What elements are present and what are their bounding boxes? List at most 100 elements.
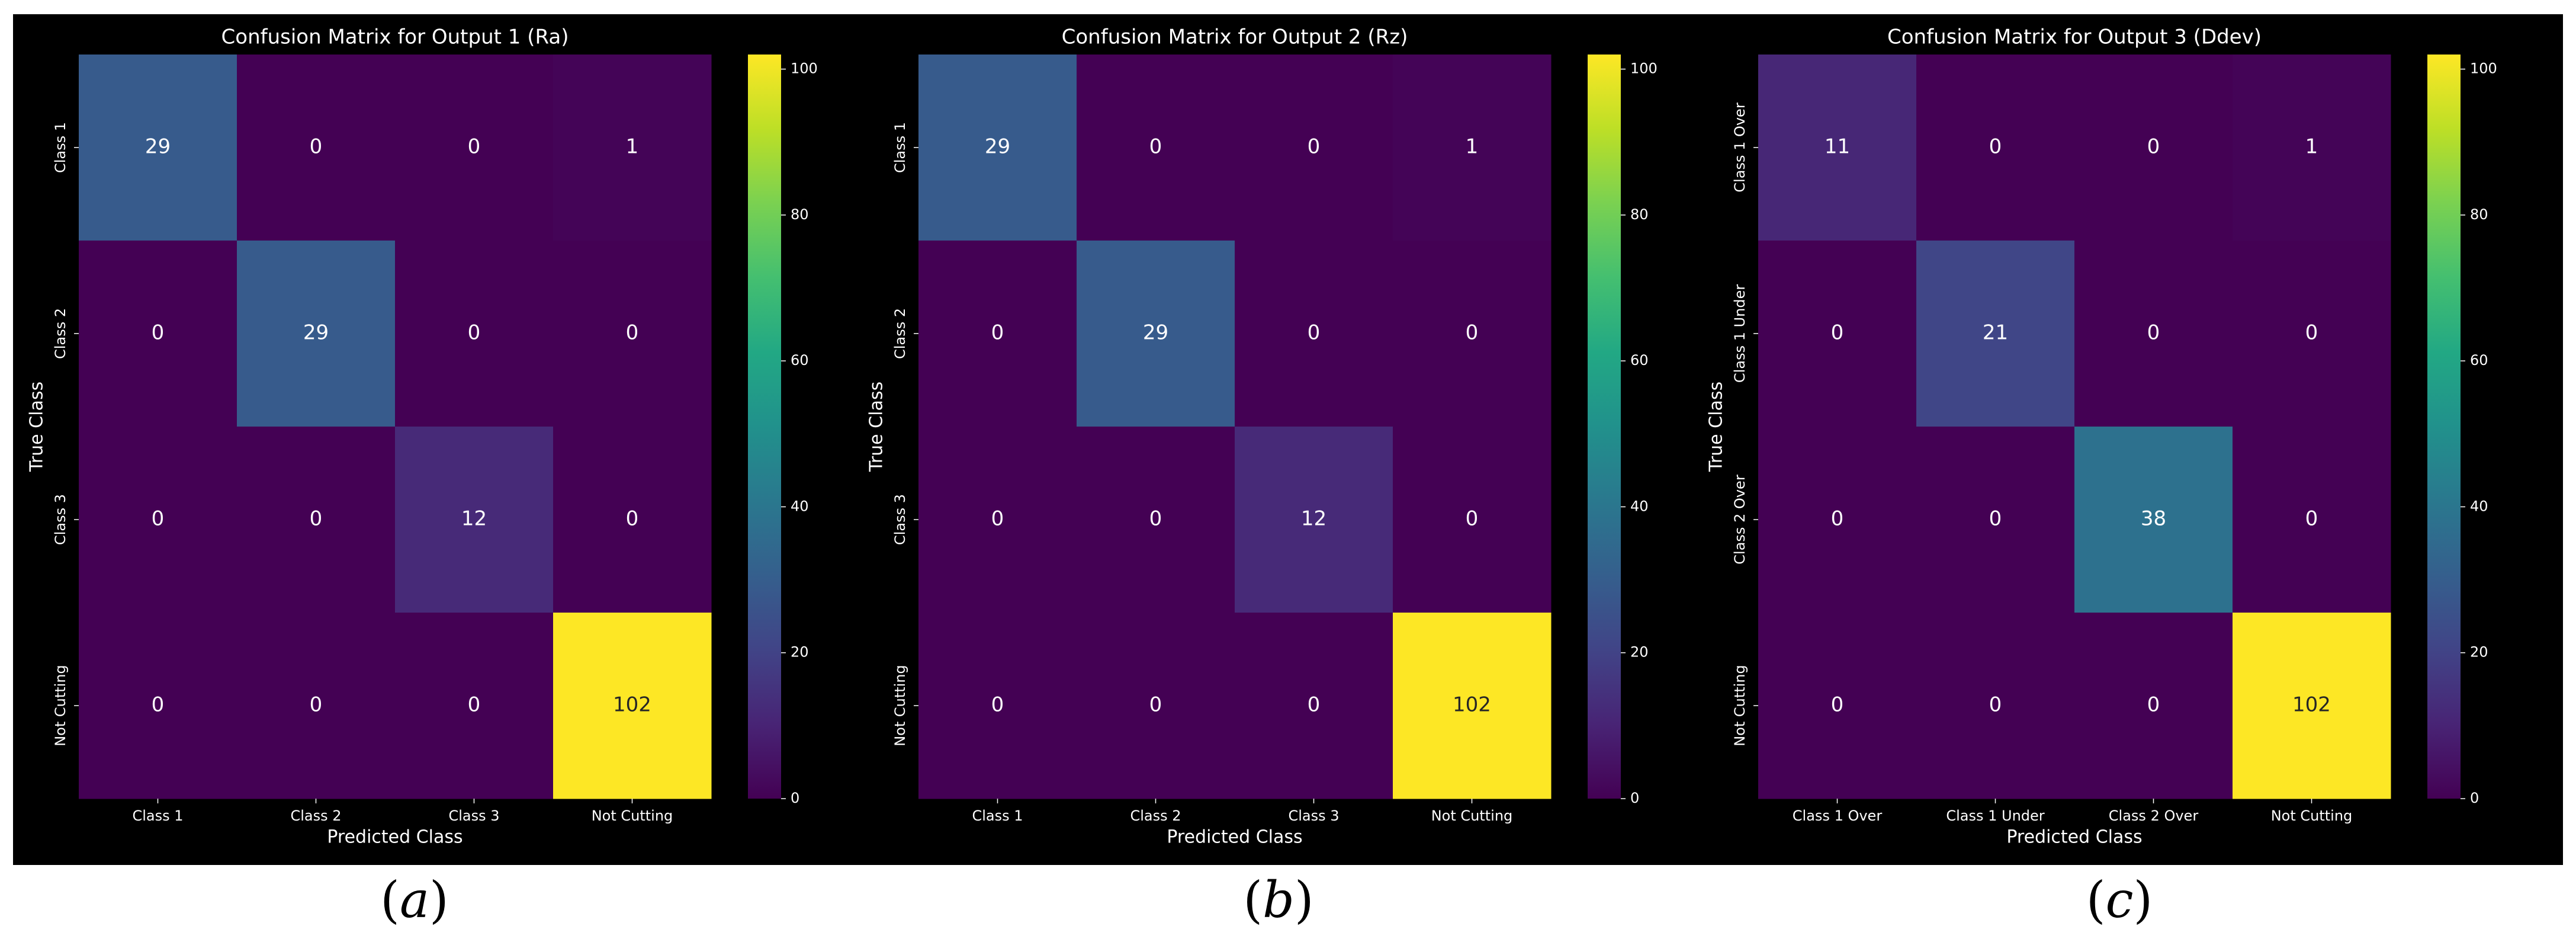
colorbar-tick-label: 60 [2470, 352, 2488, 369]
colorbar-tick-label: 40 [1630, 498, 1649, 514]
cell-value-label: 29 [1143, 321, 1168, 345]
cell-value-label: 0 [310, 693, 323, 717]
heatmap-cell [1077, 427, 1235, 613]
cell-value-label: 0 [2305, 321, 2318, 345]
cell-value-label: 29 [985, 135, 1010, 159]
heatmap-cell [1916, 55, 2075, 241]
heatmap-cell [2074, 427, 2233, 613]
heatmap-cell [395, 241, 554, 427]
heatmap-cell [918, 55, 1077, 241]
heatmap-cell [918, 613, 1077, 799]
heatmap-cell [79, 613, 237, 799]
y-tick-label: Class 1 [52, 122, 69, 173]
heatmap-cell [395, 427, 554, 613]
x-axis-label: Predicted Class [2006, 827, 2142, 848]
cell-value-label: 0 [991, 693, 1004, 717]
y-tick-label: Class 1 [892, 122, 908, 173]
colorbar [2427, 55, 2461, 799]
cell-value-label: 0 [2147, 135, 2160, 159]
caption-a-open: ( [380, 871, 400, 929]
cell-value-label: 12 [1301, 507, 1326, 531]
cell-value-label: 0 [1149, 693, 1162, 717]
heatmap-cell [79, 427, 237, 613]
chart-title: Confusion Matrix for Output 1 (Ra) [221, 25, 569, 49]
cell-value-label: 0 [1989, 507, 2002, 531]
x-axis-label: Predicted Class [327, 827, 462, 848]
heatmap-cell [553, 427, 712, 613]
heatmap-cell [1758, 613, 1917, 799]
cell-value-label: 0 [1308, 135, 1321, 159]
colorbar [1588, 55, 1621, 799]
colorbar-tick-label: 100 [791, 60, 818, 77]
heatmap-cell [1077, 241, 1235, 427]
heatmap-cell [1393, 55, 1552, 241]
y-tick-label: Not Cutting [892, 665, 908, 746]
colorbar-tick-label: 0 [1630, 790, 1639, 806]
cell-value-label: 11 [1825, 135, 1850, 159]
x-tick-label: Class 2 Over [2109, 808, 2199, 824]
colorbar-tick-label: 20 [791, 644, 809, 661]
heatmap-cell [237, 241, 396, 427]
heatmap-cell [2233, 241, 2391, 427]
cell-value-label: 0 [1308, 693, 1321, 717]
cell-value-label: 0 [1831, 507, 1844, 531]
heatmap-cell [2074, 241, 2233, 427]
caption-a-letter: a [399, 871, 430, 929]
cell-value-label: 0 [1831, 693, 1844, 717]
colorbar-tick-label: 100 [1630, 60, 1658, 77]
heatmap-cell [1393, 427, 1552, 613]
heatmap-cell [2074, 55, 2233, 241]
cell-value-label: 0 [2147, 321, 2160, 345]
heatmap-cell [1235, 613, 1393, 799]
cell-value-label: 0 [468, 321, 481, 345]
cell-value-label: 1 [1466, 135, 1479, 159]
cell-value-label: 0 [1831, 321, 1844, 345]
x-tick-label: Class 2 [1130, 808, 1181, 824]
caption-c-close: ) [2133, 871, 2153, 929]
x-tick-label: Class 1 Under [1946, 808, 2044, 824]
y-tick-label: Not Cutting [1732, 665, 1748, 746]
confusion-matrix-figure: Confusion Matrix for Output 1 (Ra)29 0 0 10… [27, 25, 2497, 848]
x-tick-label: Class 2 [290, 808, 341, 824]
heatmap-cell [79, 241, 237, 427]
heatmap-cell [79, 55, 237, 241]
colorbar-tick-label: 100 [2470, 60, 2497, 77]
heatmap-cell [918, 241, 1077, 427]
colorbar-tick-label: 20 [2470, 644, 2488, 661]
cell-value-label: 102 [613, 693, 651, 717]
caption-c-open: ( [2086, 871, 2106, 929]
y-tick-label: Class 1 Over [1732, 102, 1748, 193]
heatmap-cell [2233, 613, 2391, 799]
cell-value-label: 0 [991, 507, 1004, 531]
cell-value-label: 12 [461, 507, 487, 531]
cell-value-label: 0 [2147, 693, 2160, 717]
cell-value-label: 0 [310, 135, 323, 159]
y-axis-label: True Class [27, 382, 47, 472]
heatmap-cell [1077, 613, 1235, 799]
x-tick-label: Not Cutting [592, 808, 673, 824]
colorbar-tick-label: 60 [791, 352, 809, 369]
caption-c: (c) [2060, 871, 2179, 929]
heatmap-cell [1235, 427, 1393, 613]
colorbar-tick-label: 20 [1630, 644, 1649, 661]
cell-value-label: 29 [145, 135, 171, 159]
caption-b-close: ) [1294, 871, 1314, 929]
heatmap-cell [1393, 241, 1552, 427]
cell-value-label: 0 [626, 321, 639, 345]
cell-value-label: 102 [2292, 693, 2331, 717]
heatmap-cell [1393, 613, 1552, 799]
cell-value-label: 0 [152, 693, 165, 717]
heatmap-cell [1235, 55, 1393, 241]
cell-value-label: 0 [468, 693, 481, 717]
caption-a-close: ) [429, 871, 449, 929]
heatmap-cell [553, 55, 712, 241]
colorbar-tick-label: 80 [2470, 206, 2488, 223]
x-tick-label: Class 3 [1288, 808, 1339, 824]
colorbar-tick-label: 80 [1630, 206, 1649, 223]
cell-value-label: 0 [1149, 135, 1162, 159]
heatmap-cell [1758, 427, 1917, 613]
heatmap-cell [2233, 55, 2391, 241]
y-tick-label: Class 2 [892, 308, 908, 359]
heatmap-cell [2233, 427, 2391, 613]
caption-b-open: ( [1243, 871, 1263, 929]
